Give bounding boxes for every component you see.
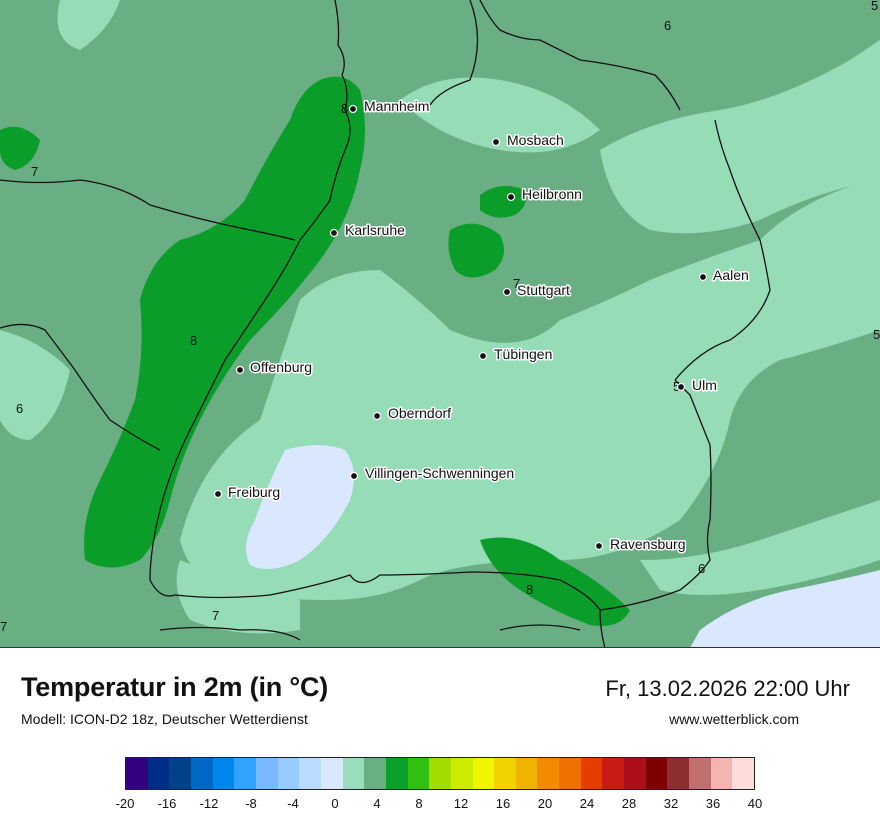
legend-swatch bbox=[494, 758, 516, 789]
legend-swatch bbox=[364, 758, 386, 789]
map-title: Temperatur in 2m (in °C) bbox=[21, 672, 329, 702]
legend-tick-label: 4 bbox=[373, 796, 381, 811]
legend-swatch bbox=[559, 758, 581, 789]
legend-swatch bbox=[689, 758, 711, 789]
city-ulm: Ulm bbox=[676, 376, 718, 395]
legend-swatch bbox=[277, 758, 300, 789]
legend-swatch bbox=[472, 758, 495, 789]
cities: Mannheim Mosbach Heilbronn Karlsruhe Stu… bbox=[213, 97, 750, 554]
city-label: Heilbronn bbox=[522, 186, 582, 202]
city-label: Oberndorf bbox=[388, 405, 451, 421]
isotherm-labels: 6 5 8 7 7 8 6 5 5 8 6 7 7 bbox=[0, 0, 880, 634]
legend-swatch bbox=[407, 758, 430, 789]
legend-swatch bbox=[732, 758, 755, 789]
city-label: Mannheim bbox=[364, 98, 429, 114]
legend-swatch bbox=[667, 758, 690, 789]
legend-tick-label: -16 bbox=[157, 796, 177, 811]
city-aalen: Aalen bbox=[698, 266, 750, 285]
city-label: Offenburg bbox=[250, 359, 312, 375]
city-label: Ravensburg bbox=[610, 536, 686, 552]
borders bbox=[0, 0, 771, 648]
legend-swatch bbox=[234, 758, 256, 789]
city-label: Mosbach bbox=[507, 132, 564, 148]
city-stuttgart: Stuttgart bbox=[502, 281, 572, 300]
city-oberndorf: Oberndorf bbox=[372, 404, 453, 423]
legend-swatch bbox=[126, 758, 148, 789]
city-tuebingen: Tübingen bbox=[478, 345, 554, 364]
legend-tick-label: 28 bbox=[621, 796, 637, 811]
legend-swatch bbox=[147, 758, 170, 789]
city-villingen-schwenningen: Villingen-Schwenningen bbox=[349, 464, 516, 483]
legend-swatch bbox=[342, 758, 365, 789]
legend-swatch bbox=[645, 758, 668, 789]
legend-tick-label: -8 bbox=[245, 796, 257, 811]
city-heilbronn: Heilbronn bbox=[506, 185, 583, 204]
legend-swatch bbox=[212, 758, 235, 789]
city-label: Aalen bbox=[713, 267, 749, 283]
isotherm-label: 6 bbox=[698, 561, 705, 576]
city-ravensburg: Ravensburg bbox=[594, 535, 687, 554]
legend-tick-label: 40 bbox=[747, 796, 763, 811]
legend-swatch bbox=[450, 758, 473, 789]
isotherm-label: 5 bbox=[873, 327, 880, 342]
isotherm-label: 5 bbox=[673, 379, 680, 394]
legend-swatch bbox=[255, 758, 278, 789]
isotherm-label: 8 bbox=[341, 101, 348, 116]
legend-swatch bbox=[710, 758, 733, 789]
city-offenburg: Offenburg bbox=[235, 358, 314, 377]
legend-tick-label: 32 bbox=[663, 796, 679, 811]
legend-swatch bbox=[515, 758, 538, 789]
model-info: Modell: ICON-D2 18z, Deutscher Wetterdie… bbox=[21, 711, 308, 727]
isotherm-label: 5 bbox=[871, 0, 878, 13]
isotherm-label: 7 bbox=[31, 164, 38, 179]
legend-swatch bbox=[580, 758, 603, 789]
legend-tick-label: -12 bbox=[199, 796, 219, 811]
city-label: Villingen-Schwenningen bbox=[365, 465, 514, 481]
temp-zone-8plus bbox=[0, 76, 630, 626]
legend-tick-label: 8 bbox=[415, 796, 423, 811]
city-mosbach: Mosbach bbox=[491, 131, 565, 150]
legend-tick-label: 12 bbox=[453, 796, 469, 811]
isotherm-label: 7 bbox=[212, 608, 219, 623]
legend-swatch bbox=[602, 758, 625, 789]
legend-swatch bbox=[429, 758, 451, 789]
city-label: Ulm bbox=[692, 377, 717, 393]
legend-swatch bbox=[299, 758, 321, 789]
isotherm-label: 7 bbox=[513, 276, 520, 291]
isotherm-label: 8 bbox=[526, 582, 533, 597]
city-mannheim: Mannheim bbox=[348, 97, 431, 116]
city-label: Freiburg bbox=[228, 484, 280, 500]
city-label: Tübingen bbox=[494, 346, 552, 362]
legend-ticks: -20 -16 -12 -8 -4 0 4 8 12 16 20 24 28 32 36 40 bbox=[116, 796, 763, 816]
city-freiburg: Freiburg bbox=[213, 483, 282, 502]
legend-swatch bbox=[190, 758, 213, 789]
legend-swatch bbox=[385, 758, 408, 789]
legend-swatch bbox=[537, 758, 560, 789]
legend-tick-label: 16 bbox=[495, 796, 511, 811]
legend-tick-label: 0 bbox=[331, 796, 339, 811]
legend-tick-label: -4 bbox=[287, 796, 299, 811]
forecast-datetime: Fr, 13.02.2026 22:00 Uhr bbox=[605, 676, 850, 701]
city-label: Stuttgart bbox=[517, 282, 570, 298]
legend-tick-label: 24 bbox=[579, 796, 595, 811]
legend-swatch bbox=[169, 758, 191, 789]
temp-zone-4to6 bbox=[0, 0, 880, 634]
city-label: Karlsruhe bbox=[345, 222, 405, 238]
legend-swatch bbox=[624, 758, 646, 789]
isotherm-label: 8 bbox=[190, 333, 197, 348]
temperature-map: 6 5 8 7 7 8 6 5 5 8 6 7 7 Mannheim Mosba… bbox=[0, 0, 880, 648]
isotherm-label: 6 bbox=[16, 401, 23, 416]
temp-zone-2to4 bbox=[246, 445, 880, 648]
legend-tick-label: 36 bbox=[705, 796, 721, 811]
city-karlsruhe: Karlsruhe bbox=[329, 221, 407, 240]
temperature-legend bbox=[125, 757, 755, 790]
legend-swatch bbox=[320, 758, 343, 789]
legend-tick-label: 20 bbox=[537, 796, 553, 811]
isotherm-label: 6 bbox=[664, 18, 671, 33]
legend-tick-label: -20 bbox=[115, 796, 135, 811]
isotherm-label: 7 bbox=[0, 619, 7, 634]
website-url[interactable]: www.wetterblick.com bbox=[669, 711, 799, 727]
